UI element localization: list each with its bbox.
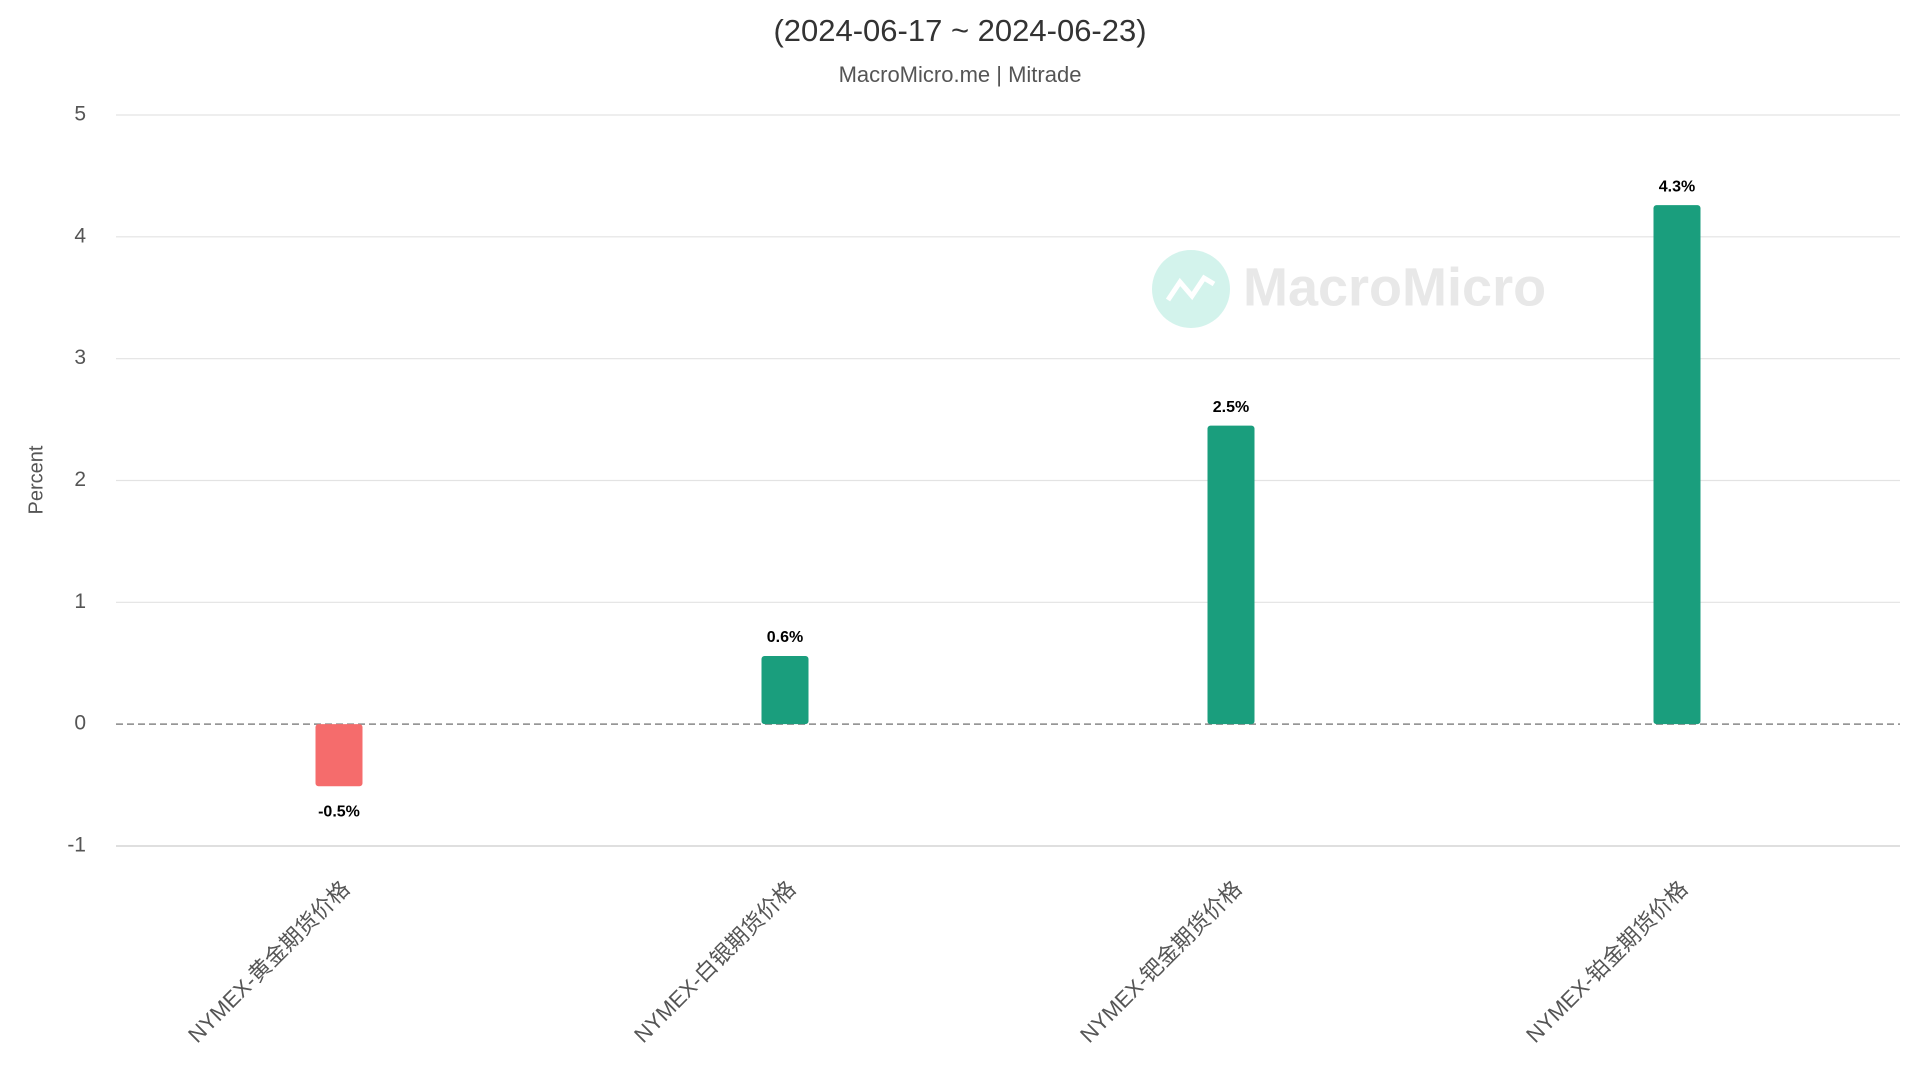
watermark: MacroMicro — [1243, 257, 1546, 317]
y-tick-label: 5 — [74, 103, 86, 126]
x-tick-label: NYMEX-铂金期货价格 — [1521, 876, 1693, 1048]
y-tick-label: 2 — [74, 468, 86, 491]
y-axis-label: Percent — [25, 445, 47, 514]
value-label: 0.6% — [767, 629, 803, 646]
y-tick-label: 0 — [74, 712, 86, 735]
value-label: -0.5% — [318, 804, 360, 821]
y-tick-label: 1 — [74, 590, 86, 613]
bar — [1653, 205, 1701, 725]
y-tick-label: -1 — [67, 834, 86, 857]
watermark-logo — [1152, 250, 1230, 328]
x-tick-label: NYMEX-钯金期货价格 — [1075, 876, 1247, 1048]
value-label: 2.5% — [1213, 399, 1249, 416]
x-tick-label: NYMEX-白银期货价格 — [629, 876, 801, 1048]
y-tick-label: 4 — [74, 224, 86, 247]
bar — [1207, 425, 1255, 725]
watermark-icon — [1165, 274, 1216, 302]
y-tick-label: 3 — [74, 346, 86, 369]
bar — [761, 655, 809, 725]
chart-subtitle: MacroMicro.me | Mitrade — [839, 62, 1082, 87]
bar — [315, 724, 363, 787]
chart-title: (2024-06-17 ~ 2024-06-23) — [773, 13, 1146, 48]
x-tick-label: NYMEX-黄金期货价格 — [183, 876, 355, 1048]
value-label: 4.3% — [1659, 178, 1695, 195]
